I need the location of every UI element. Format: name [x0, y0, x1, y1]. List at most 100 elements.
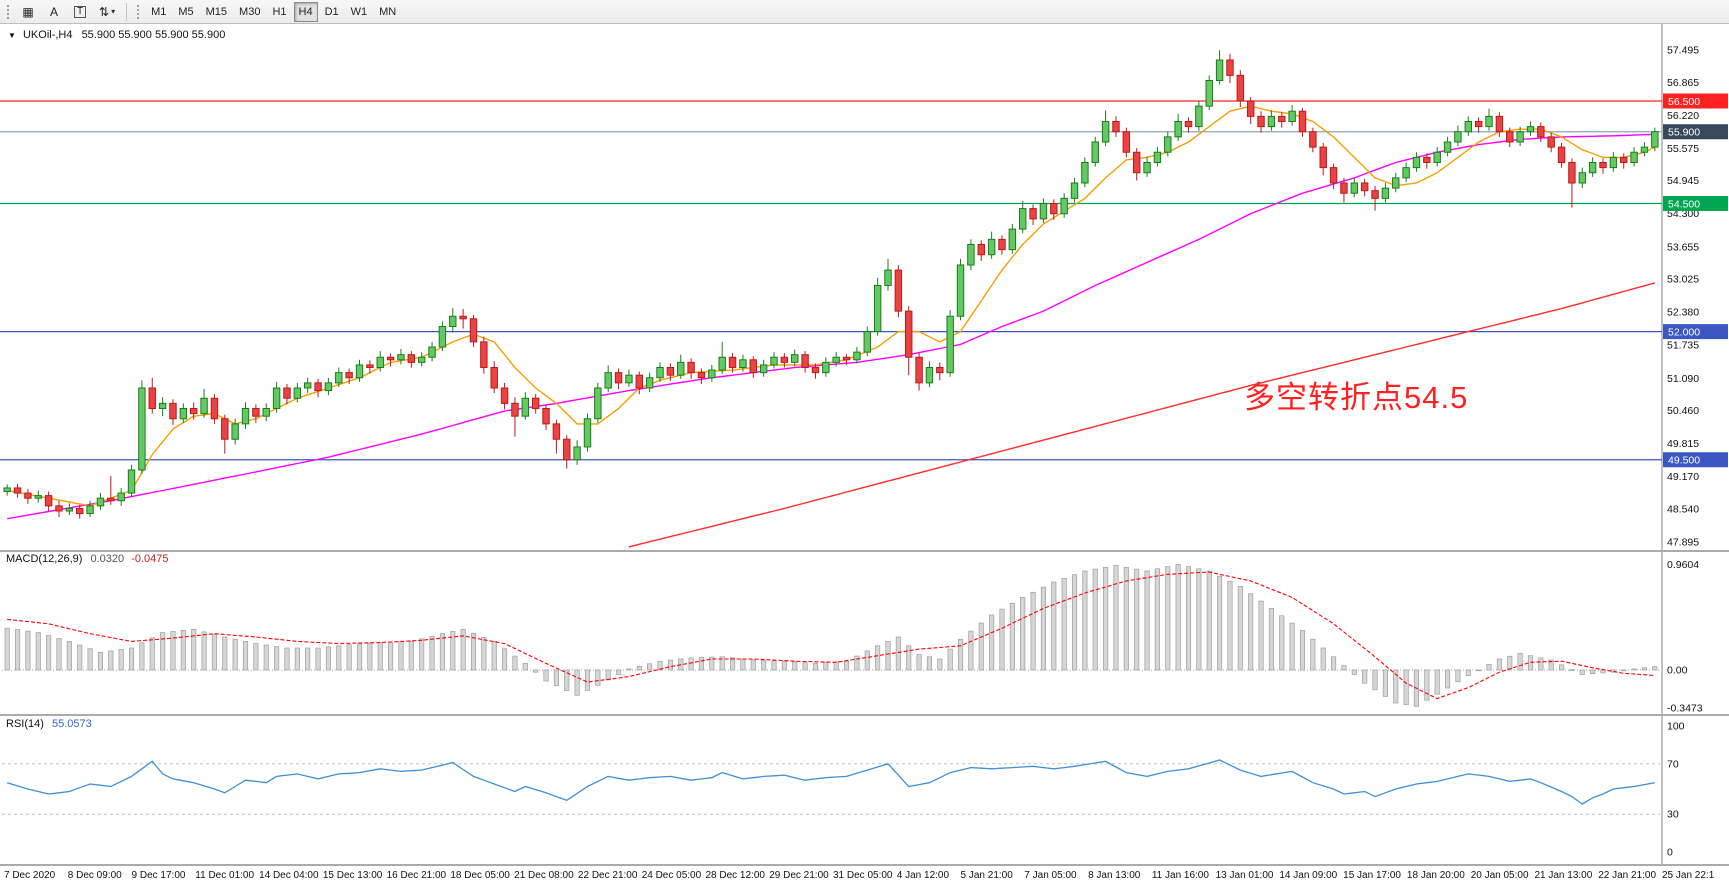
candle [376, 356, 384, 368]
candle [1360, 182, 1369, 192]
candle [428, 346, 436, 358]
annotation-text: 多空转折点54.5 [1244, 380, 1469, 415]
toolbar-grip-2[interactable] [136, 3, 142, 20]
candle [1246, 100, 1255, 117]
candle [262, 407, 270, 417]
candle [386, 356, 395, 361]
svg-text:54.945: 54.945 [1667, 175, 1699, 187]
timeframes-group: M1 M5 M15 M30 H1 H4 D1 W1 MN [145, 1, 402, 22]
panel-divider-macd-rsi[interactable] [0, 714, 1729, 716]
candle [13, 487, 22, 494]
candle [1381, 187, 1390, 199]
timeframe-mn-button[interactable]: MN [374, 2, 401, 22]
candle [531, 397, 540, 409]
candle [583, 418, 592, 448]
candle [697, 372, 706, 379]
candle [1526, 126, 1535, 133]
time-axis-label: 7 Dec 2020 [4, 870, 56, 881]
timeframe-h4-button[interactable]: H4 [293, 1, 318, 22]
macd-main-value: 0.0320 [90, 553, 125, 565]
candle [355, 364, 364, 379]
svg-text:53.655: 53.655 [1667, 241, 1699, 253]
candle [1464, 120, 1473, 133]
candle [811, 366, 820, 374]
candle [1298, 110, 1307, 133]
ohlc-values: 55.900 55.900 55.900 55.900 [81, 29, 226, 41]
candle [1039, 202, 1048, 220]
candle [1319, 146, 1327, 169]
candle [366, 364, 374, 368]
horizontal-price-lines[interactable] [0, 100, 1662, 461]
candle [397, 354, 405, 361]
candle [1578, 172, 1586, 184]
candle [24, 492, 32, 499]
candles [3, 50, 1659, 519]
timeframe-m1-button[interactable]: M1 [146, 2, 171, 22]
time-axis-label: 14 Dec 04:00 [259, 870, 319, 881]
time-axis-label: 13 Jan 01:00 [1215, 870, 1274, 881]
candle [936, 366, 944, 374]
rsi-indicator-title: RSI(14) 55.0573 [6, 718, 92, 730]
chart-header: ▼ UKOil-,H4 55.900 55.900 55.900 55.900 [8, 29, 225, 41]
toolbar-grip[interactable] [6, 3, 11, 20]
candle [1495, 115, 1504, 133]
toolbar-separator [126, 2, 128, 21]
time-axis-label: 25 Jan 22:1 [1662, 870, 1715, 881]
moving-averages [7, 105, 1656, 548]
candle [1547, 136, 1555, 148]
chart-tools-group: ▦ A T ⇅ ▾ [15, 2, 121, 22]
time-axis-label: 8 Jan 13:00 [1088, 870, 1141, 881]
candle [1630, 151, 1638, 163]
panel-divider-rsi-timeaxis[interactable] [0, 864, 1729, 866]
svg-text:52.380: 52.380 [1667, 307, 1699, 319]
candle [107, 497, 115, 502]
svg-text:56.865: 56.865 [1667, 77, 1699, 89]
candle [1112, 120, 1120, 133]
tick-chart-button[interactable]: ▦ [16, 2, 40, 22]
candle [1537, 126, 1545, 138]
time-axis-label: 21 Jan 13:00 [1534, 870, 1593, 881]
candle [749, 359, 757, 374]
svg-text:56.220: 56.220 [1667, 110, 1699, 122]
toolbar: ▦ A T ⇅ ▾ M1 M5 M15 M30 H1 H4 D1 W1 MN [0, 0, 1729, 24]
timeframe-m5-button[interactable]: M5 [173, 2, 198, 22]
candle [335, 372, 343, 384]
svg-text:49.170: 49.170 [1667, 471, 1699, 483]
svg-text:70: 70 [1667, 758, 1679, 770]
time-axis-label: 22 Jan 21:00 [1598, 870, 1657, 881]
svg-text:100: 100 [1667, 721, 1685, 733]
text-label-button[interactable]: A [42, 2, 66, 22]
candle [511, 402, 519, 417]
candle [1557, 146, 1566, 163]
price-line-axis-badges: 56.500 55.900 54.500 52.000 49.500 [1663, 93, 1728, 468]
svg-text:49.815: 49.815 [1667, 438, 1699, 450]
candle [1423, 156, 1431, 163]
candle [625, 374, 633, 384]
candle [1454, 131, 1462, 143]
time-axis-label: 5 Jan 21:00 [960, 870, 1013, 881]
timeframe-m15-button[interactable]: M15 [201, 2, 232, 22]
candle [179, 407, 188, 420]
svg-text:0.00: 0.00 [1667, 665, 1688, 677]
text-box-button[interactable]: T [68, 2, 92, 22]
timeframe-d1-button[interactable]: D1 [320, 2, 344, 22]
candle [1485, 115, 1493, 128]
collapse-arrow-icon[interactable]: ▼ [8, 31, 16, 40]
time-axis[interactable]: 7 Dec 2020 8 Dec 09:00 9 Dec 17:00 11 Dec 0… [0, 870, 1729, 886]
svg-text:55.575: 55.575 [1667, 143, 1699, 155]
timeframe-w1-button[interactable]: W1 [346, 2, 373, 22]
candle [791, 354, 799, 363]
time-axis-label: 22 Dec 21:00 [577, 870, 638, 881]
timeframe-h1-button[interactable]: H1 [267, 2, 291, 22]
tick-chart-icon: ▦ [22, 4, 34, 19]
candle [863, 331, 871, 353]
candle [822, 361, 830, 374]
candle [148, 387, 156, 409]
candle [894, 269, 903, 312]
time-axis-label: 16 Dec 21:00 [386, 870, 447, 881]
panel-divider-main-macd[interactable] [0, 550, 1729, 552]
candle [1433, 151, 1441, 163]
timeframe-m30-button[interactable]: M30 [234, 2, 265, 22]
symbols-cycle-button[interactable]: ⇅ ▾ [94, 2, 120, 22]
